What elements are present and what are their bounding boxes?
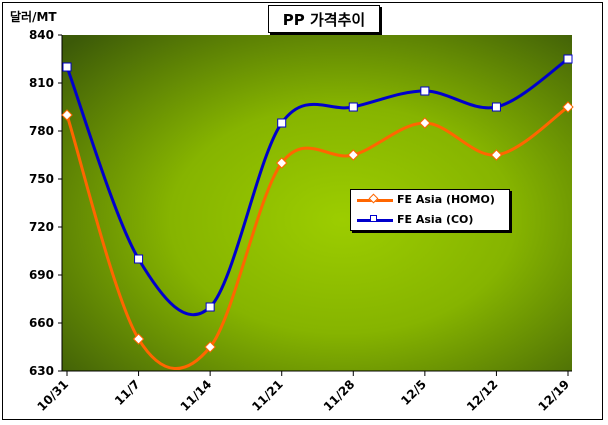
data-point-co <box>491 102 501 112</box>
data-point-homo <box>61 109 73 121</box>
data-point-homo <box>276 157 288 169</box>
x-tick-label: 12/12 <box>464 377 501 414</box>
y-tick-label: 630 <box>29 364 54 378</box>
data-point-co <box>563 54 573 64</box>
y-tick-label: 840 <box>29 28 54 42</box>
data-point-homo <box>204 341 216 353</box>
chart-title: PP 가격추이 <box>268 5 380 33</box>
data-point-homo <box>490 149 503 161</box>
x-tick-label: 11/14 <box>178 377 215 414</box>
y-tick-label: 780 <box>29 124 54 138</box>
y-tick-label: 750 <box>29 172 54 186</box>
data-point-co <box>134 254 144 264</box>
x-tick-label: 11/21 <box>249 377 286 414</box>
square-marker-icon <box>370 215 377 222</box>
data-point-co <box>348 102 358 112</box>
legend: FE Asia (HOMO) FE Asia (CO) <box>350 189 510 231</box>
data-point-co <box>277 118 287 128</box>
data-point-co <box>62 62 72 72</box>
data-point-homo <box>347 149 359 161</box>
y-tick-label: 660 <box>29 316 54 330</box>
legend-label-homo: FE Asia (HOMO) <box>397 193 495 206</box>
x-tick-label: 12/19 <box>536 377 573 414</box>
y-tick-label: 720 <box>29 220 54 234</box>
x-tick-label: 11/28 <box>321 377 358 414</box>
legend-item-homo: FE Asia (HOMO) <box>351 190 509 210</box>
y-tick-label: 690 <box>29 268 54 282</box>
y-tick-label: 810 <box>29 76 54 90</box>
x-tick-label: 12/5 <box>398 377 429 408</box>
x-tick-label: 10/31 <box>35 377 72 414</box>
legend-item-co: FE Asia (CO) <box>351 210 509 230</box>
data-point-co <box>420 86 430 96</box>
data-point-homo <box>562 101 574 113</box>
data-point-homo <box>132 333 145 345</box>
x-tick-label: 11/7 <box>112 377 143 408</box>
legend-label-co: FE Asia (CO) <box>397 213 474 226</box>
data-point-homo <box>419 117 431 129</box>
y-axis-unit-label: 달러/MT <box>10 10 57 24</box>
data-point-co <box>205 302 215 312</box>
